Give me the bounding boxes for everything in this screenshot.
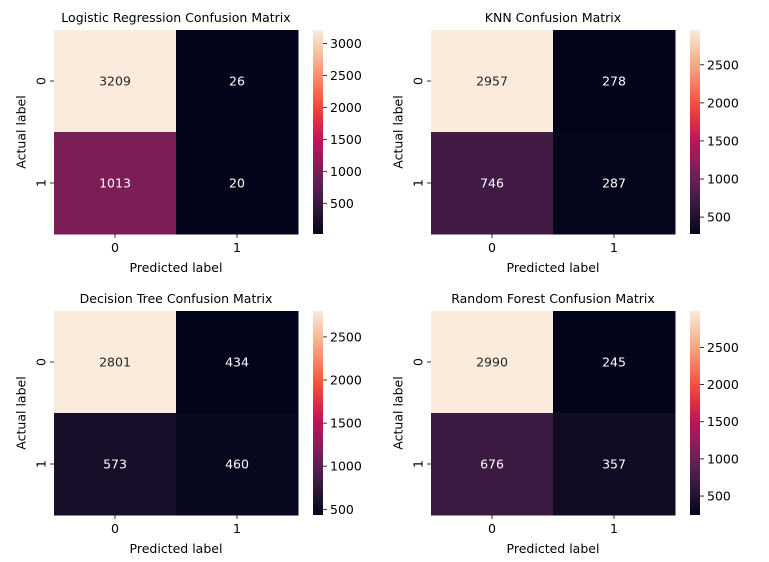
- colorbar: [313, 30, 323, 234]
- chart-title: Random Forest Confusion Matrix: [451, 291, 655, 306]
- heatmap-cell: [431, 132, 554, 235]
- x-tick-label: 1: [233, 240, 241, 255]
- cell-value-label: 434: [225, 355, 249, 370]
- y-axis-label: Actual label: [391, 376, 406, 449]
- colorbar: [313, 311, 323, 515]
- x-axis-label: Predicted label: [507, 260, 600, 275]
- y-tick-label: 0: [34, 77, 49, 85]
- cell-value-label: 2801: [99, 355, 131, 370]
- x-axis-label: Predicted label: [130, 260, 223, 275]
- cell-value-label: 357: [602, 457, 626, 472]
- colorbar-tick-label: 2000: [330, 100, 362, 115]
- cell-value-label: 2957: [476, 74, 508, 89]
- chart-title: KNN Confusion Matrix: [485, 10, 621, 25]
- heatmap-cell: [54, 132, 177, 235]
- x-tick-label: 0: [488, 521, 496, 536]
- x-axis-label: Predicted label: [507, 541, 600, 556]
- colorbar-tick-label: 3000: [330, 36, 362, 51]
- x-tick-label: 1: [610, 240, 618, 255]
- colorbar-tick-label: 2500: [330, 68, 362, 83]
- colorbar-tick-label: 1500: [707, 414, 739, 429]
- cell-value-label: 676: [480, 457, 504, 472]
- colorbar-tick-label: 500: [330, 502, 354, 517]
- x-tick-label: 0: [111, 240, 119, 255]
- cell-value-label: 573: [103, 457, 127, 472]
- cell-value-label: 245: [602, 355, 626, 370]
- colorbar-tick-label: 2000: [330, 373, 362, 388]
- colorbar-tick-label: 2500: [707, 57, 739, 72]
- colorbar-tick-label: 500: [330, 196, 354, 211]
- cell-value-label: 460: [225, 457, 249, 472]
- chart-title: Logistic Regression Confusion Matrix: [61, 10, 290, 25]
- colorbar: [690, 311, 700, 515]
- cell-value-label: 26: [229, 74, 245, 89]
- x-tick-label: 1: [233, 521, 241, 536]
- cell-value-label: 746: [480, 176, 504, 191]
- x-axis-label: Predicted label: [130, 541, 223, 556]
- y-tick-label: 1: [411, 179, 426, 187]
- y-tick-label: 1: [34, 179, 49, 187]
- y-tick-label: 1: [411, 460, 426, 468]
- cell-value-label: 2990: [476, 355, 508, 370]
- heatmap-cell: [54, 30, 177, 133]
- colorbar-tick-label: 1000: [330, 164, 362, 179]
- colorbar-tick-label: 1000: [707, 172, 739, 187]
- colorbar-tick-label: 500: [707, 210, 731, 225]
- heatmap-cell: [431, 413, 554, 516]
- y-axis-label: Actual label: [391, 95, 406, 168]
- x-tick-label: 0: [111, 521, 119, 536]
- y-tick-label: 1: [34, 460, 49, 468]
- heatmap-cell: [54, 311, 177, 414]
- heatmap-cell: [176, 413, 299, 516]
- decision-tree-confusion-matrix-panel: Decision Tree Confusion Matrix 2801 434 573…: [14, 291, 362, 556]
- colorbar-tick-label: 1000: [707, 451, 739, 466]
- y-axis-label: Actual label: [14, 376, 29, 449]
- colorbar-tick-label: 1500: [330, 416, 362, 431]
- colorbar-tick-label: 1500: [707, 133, 739, 148]
- heatmap-cell: [176, 132, 299, 235]
- cell-value-label: 3209: [99, 74, 131, 89]
- heatmap-cell: [553, 413, 676, 516]
- heatmap-cell: [553, 132, 676, 235]
- heatmap-cell: [176, 30, 299, 133]
- heatmap-cell: [553, 311, 676, 414]
- colorbar-tick-label: 2000: [707, 95, 739, 110]
- knn-confusion-matrix-panel: KNN Confusion Matrix 2957 278 746 287 0 1 Predi…: [391, 10, 739, 275]
- colorbar-tick-label: 2000: [707, 377, 739, 392]
- heatmap-cell: [431, 30, 554, 133]
- heatmap-cell: [54, 413, 177, 516]
- x-tick-label: 0: [488, 240, 496, 255]
- y-tick-label: 0: [34, 358, 49, 366]
- chart-title: Decision Tree Confusion Matrix: [80, 291, 273, 306]
- x-tick-label: 1: [610, 521, 618, 536]
- colorbar-tick-label: 500: [707, 489, 731, 504]
- y-tick-label: 0: [411, 358, 426, 366]
- cell-value-label: 278: [602, 74, 626, 89]
- cell-value-label: 1013: [99, 176, 131, 191]
- logistic-regression-confusion-matrix-panel: Logistic Regression Confusion Matrix 3209…: [14, 10, 362, 275]
- cell-value-label: 287: [602, 176, 626, 191]
- random-forest-confusion-matrix-panel: Random Forest Confusion Matrix 2990 245 676…: [391, 291, 739, 556]
- colorbar-tick-label: 2500: [707, 340, 739, 355]
- colorbar: [690, 30, 700, 234]
- colorbar-tick-label: 2500: [330, 329, 362, 344]
- heatmap-cell: [431, 311, 554, 414]
- y-tick-label: 0: [411, 77, 426, 85]
- heatmap-cell: [176, 311, 299, 414]
- colorbar-tick-label: 1000: [330, 459, 362, 474]
- colorbar-tick-label: 1500: [330, 132, 362, 147]
- y-axis-label: Actual label: [14, 95, 29, 168]
- heatmap-cell: [553, 30, 676, 133]
- cell-value-label: 20: [229, 176, 245, 191]
